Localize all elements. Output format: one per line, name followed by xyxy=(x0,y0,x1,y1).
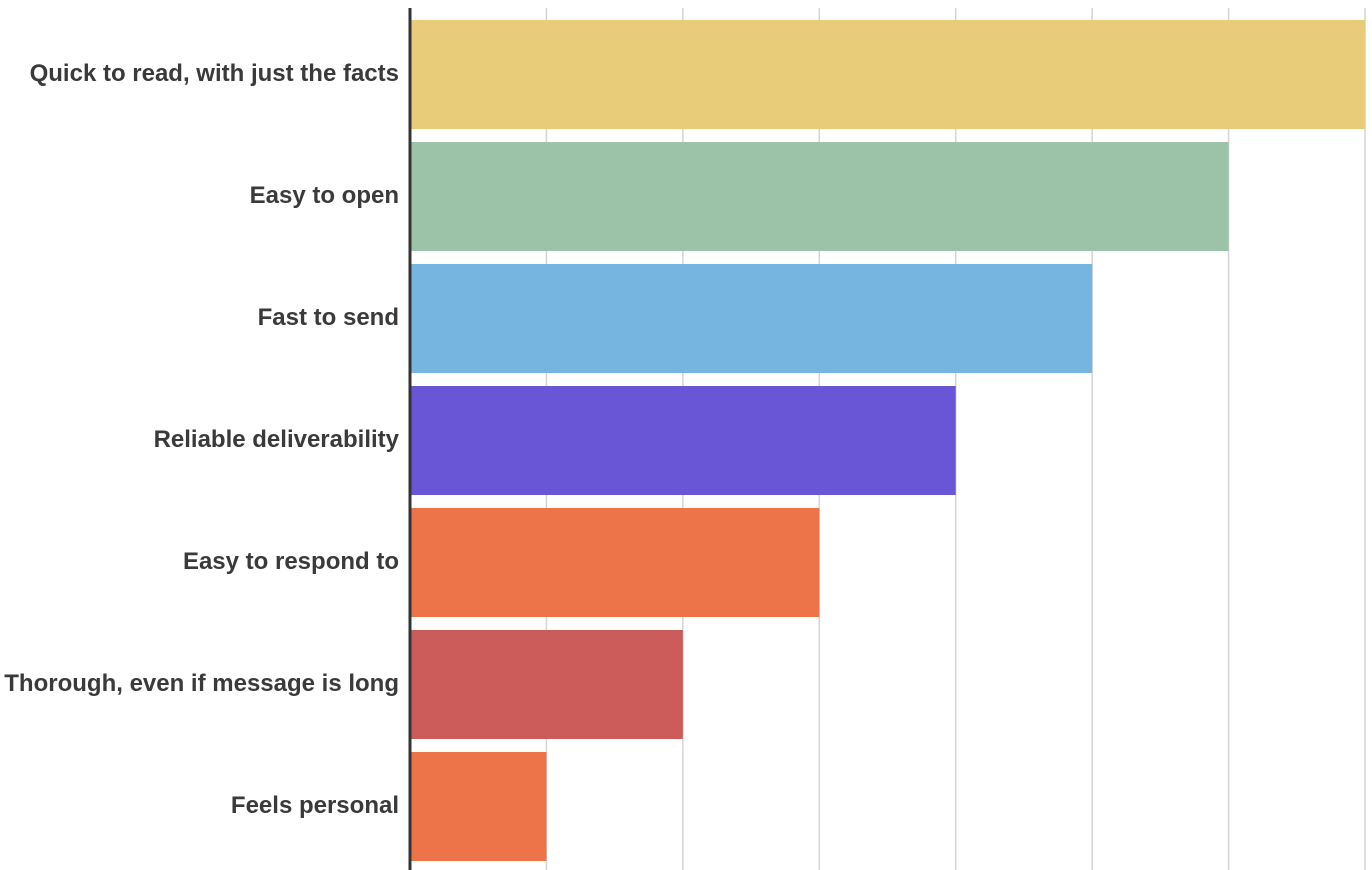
bar xyxy=(410,386,956,495)
category-label: Easy to respond to xyxy=(183,548,399,575)
bar xyxy=(410,142,1229,251)
bars xyxy=(410,20,1365,861)
bar xyxy=(410,752,547,861)
category-label: Quick to read, with just the facts xyxy=(30,60,399,87)
category-label: Reliable deliverability xyxy=(154,426,400,453)
category-label: Feels personal xyxy=(231,792,399,819)
category-label: Easy to open xyxy=(250,182,399,209)
category-label: Thorough, even if message is long xyxy=(4,670,399,697)
bar xyxy=(410,20,1365,129)
bar xyxy=(410,508,820,617)
bar xyxy=(410,630,683,739)
category-label: Fast to send xyxy=(258,304,399,331)
category-labels: Quick to read, with just the facts Easy t… xyxy=(4,60,399,819)
bar xyxy=(410,264,1093,373)
